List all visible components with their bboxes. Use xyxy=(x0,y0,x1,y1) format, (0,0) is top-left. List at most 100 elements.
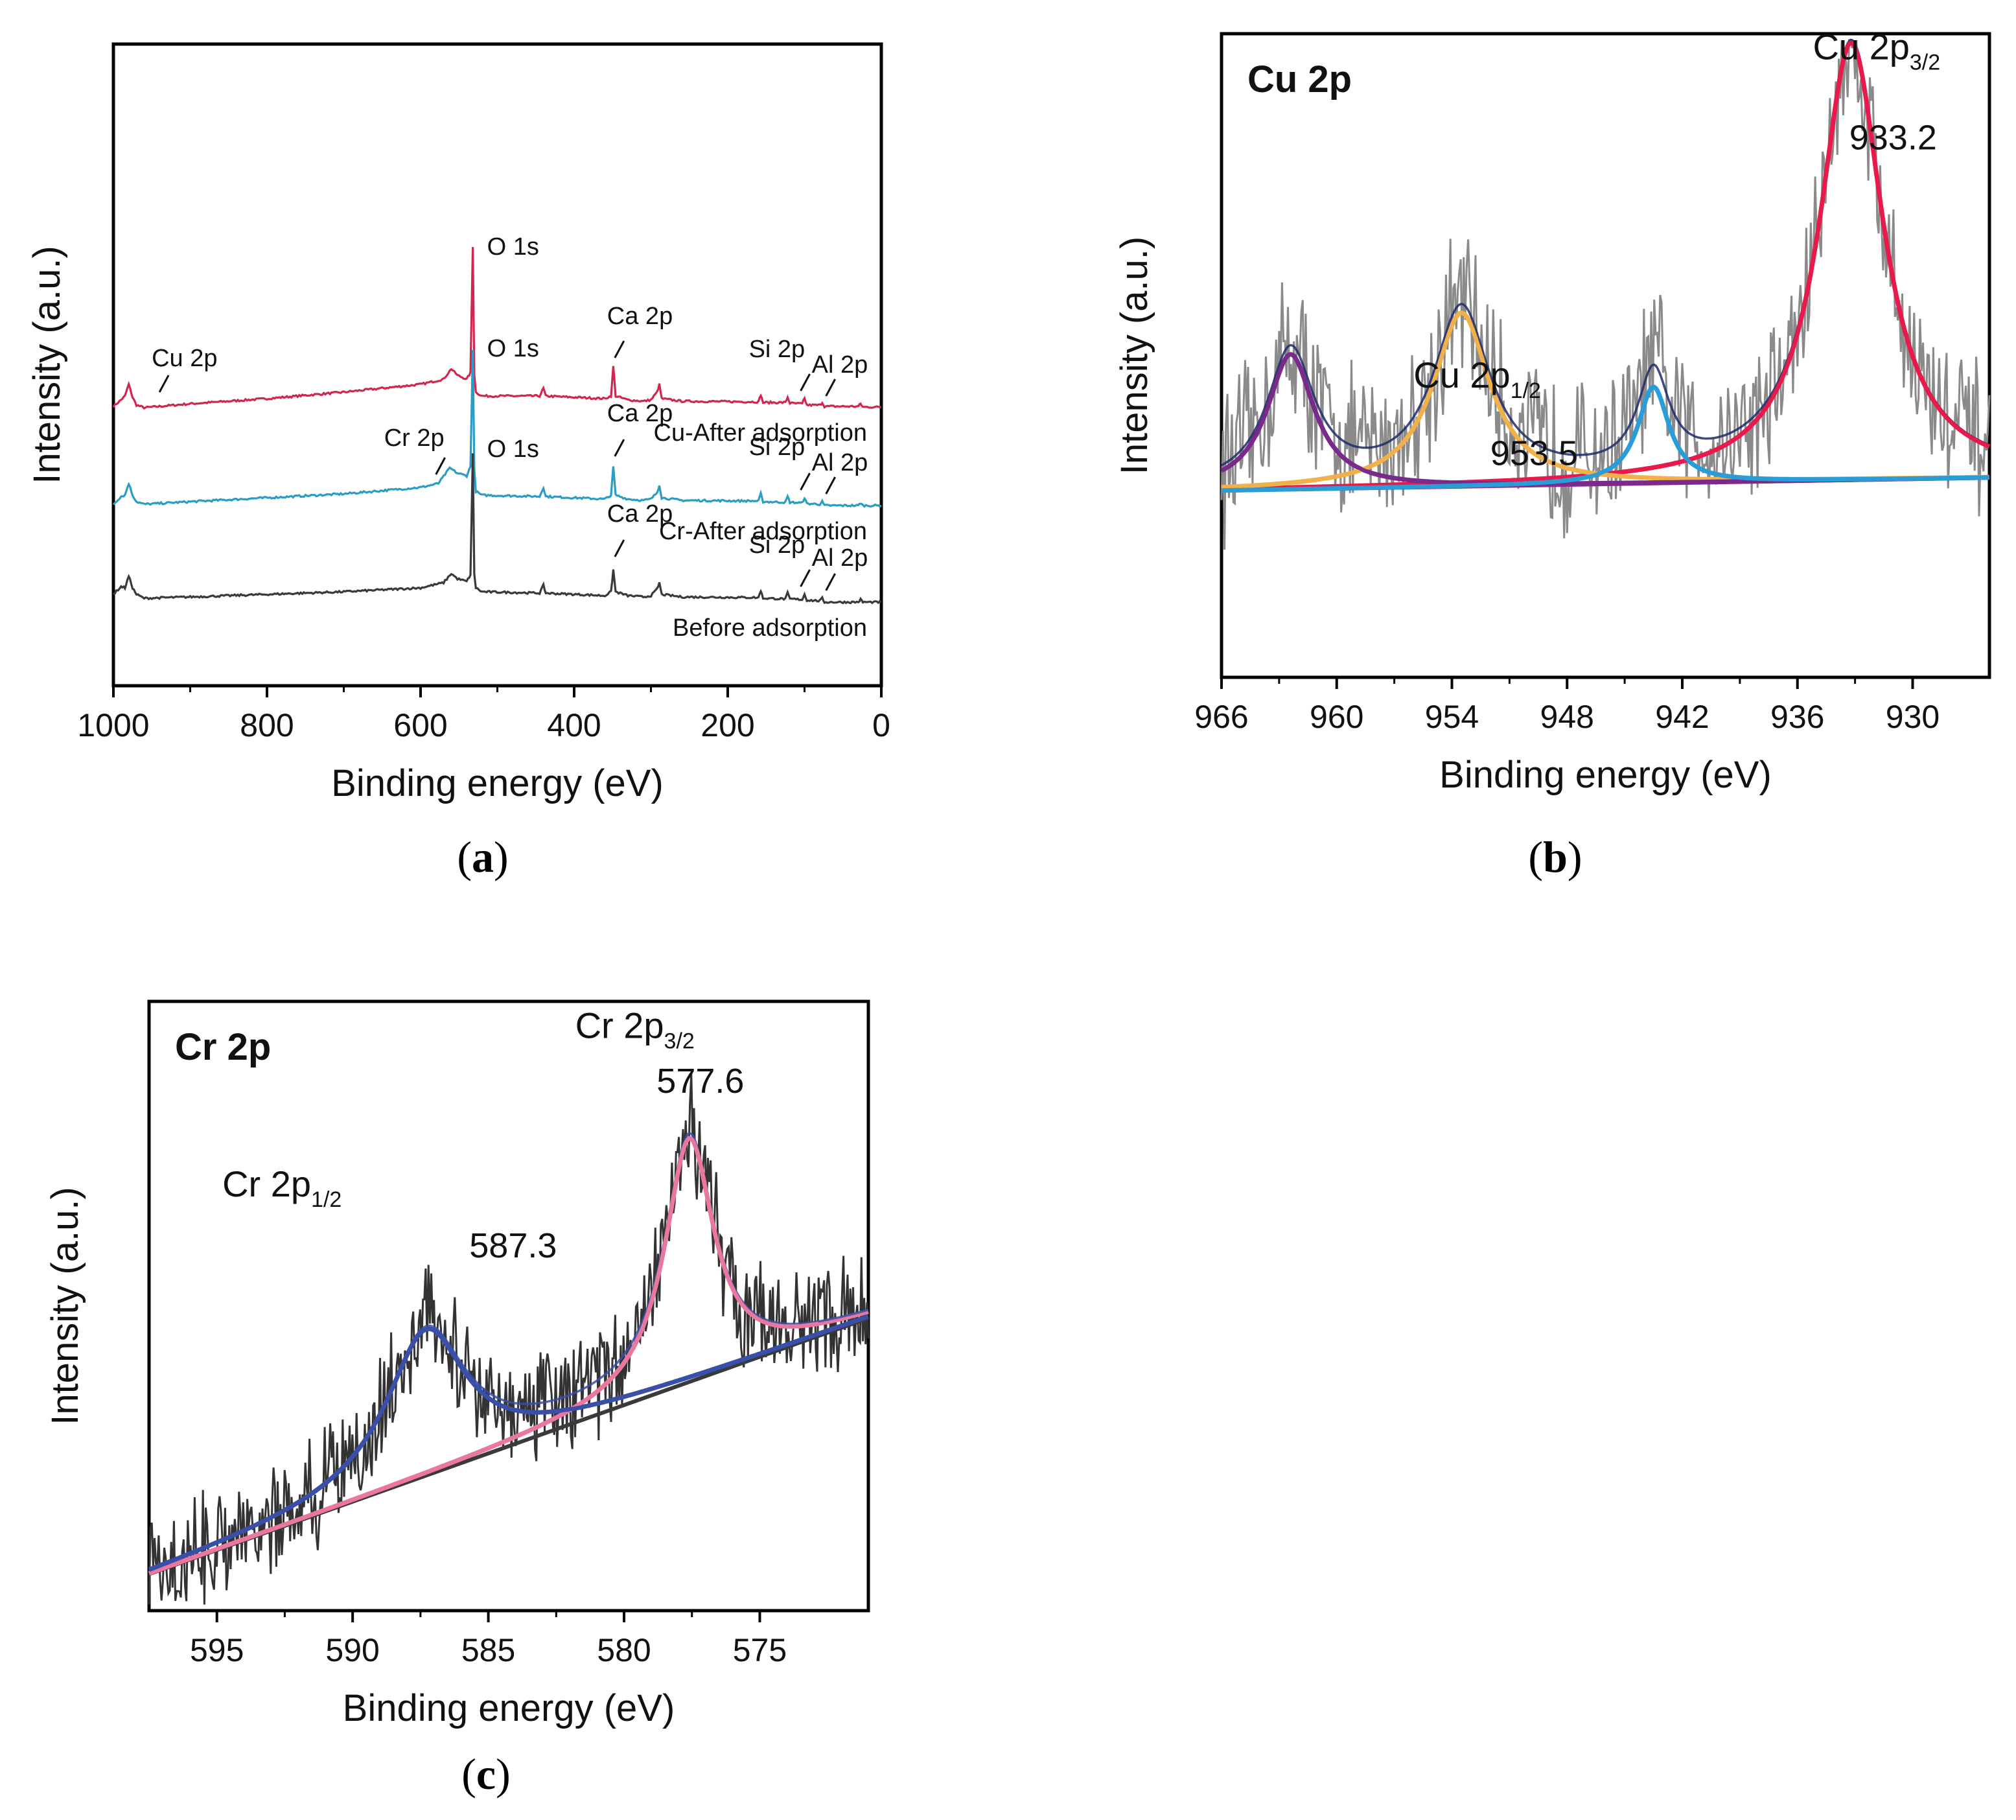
peak-name-label: Cr 2p3/2 xyxy=(575,1005,695,1053)
peak-label: Al 2p xyxy=(812,351,868,379)
x-tick-label: 930 xyxy=(1886,699,1940,735)
peak-subscript: 1/2 xyxy=(1511,379,1541,403)
panel-c-fit: 595 590 585 580 575 Binding energy (eV) Intens… xyxy=(44,999,870,1799)
caption-letter: b xyxy=(1543,832,1568,881)
x-tick-label: 575 xyxy=(733,1632,787,1668)
peak-label: Cu 2p xyxy=(152,345,217,372)
peak-label: Si 2p xyxy=(749,336,805,363)
peak-name: Cu 2p xyxy=(1813,27,1909,67)
x-tick-label: 580 xyxy=(597,1632,651,1668)
raw-spectrum-line xyxy=(148,1073,870,1605)
x-tick-label: 400 xyxy=(547,707,601,743)
fit-envelope-line xyxy=(1221,38,1990,467)
peak-label: O 1s xyxy=(487,436,539,463)
fit-peak-top xyxy=(1684,40,1991,463)
peak-pointer xyxy=(825,476,837,495)
series-line-before-adsorption xyxy=(113,453,882,605)
peak-pointer xyxy=(614,340,625,358)
series-label: Before adsorption xyxy=(673,614,867,642)
peak-pointer xyxy=(800,569,811,587)
caption-paren: ) xyxy=(494,832,509,881)
peak-pointer xyxy=(614,439,625,457)
peak-name-label: Cr 2p1/2 xyxy=(222,1163,342,1212)
plot-frame xyxy=(147,999,870,1613)
x-axis-label: Binding energy (eV) xyxy=(343,1687,675,1729)
x-tick-label: 600 xyxy=(393,707,447,743)
peak-subscript: 3/2 xyxy=(664,1029,695,1053)
peak-label: Al 2p xyxy=(812,544,868,572)
peak-subscript: 1/2 xyxy=(311,1187,342,1212)
y-axis-label: Intensity (a.u.) xyxy=(26,246,68,484)
x-tick-label: 960 xyxy=(1310,699,1363,735)
peak-name-label: Cu 2p3/2 xyxy=(1813,27,1940,75)
peak-value-label: 933.2 xyxy=(1849,119,1937,158)
peak-label: Ca 2p xyxy=(607,500,673,528)
x-tick-label: 585 xyxy=(461,1632,515,1668)
spectrum-title: Cr 2p xyxy=(175,1026,271,1068)
peak-pointer xyxy=(825,379,837,397)
caption-paren: ) xyxy=(1568,832,1582,881)
x-tick-label: 590 xyxy=(325,1632,379,1668)
x-tick-label: 595 xyxy=(190,1632,244,1668)
panel-caption: (c) xyxy=(461,1749,511,1799)
series-line-cr-after-adsorption xyxy=(112,349,882,508)
x-tick-label: 200 xyxy=(701,707,754,743)
peak-label: O 1s xyxy=(487,233,539,261)
peak-subscript: 3/2 xyxy=(1910,51,1940,75)
series-label: Cr-After adsorption xyxy=(659,518,867,545)
peak-name: Cu 2p xyxy=(1413,355,1510,395)
x-tick-label: 948 xyxy=(1540,699,1594,735)
x-tick-label: 936 xyxy=(1770,699,1824,735)
peak-name-label: Cu 2p1/2 xyxy=(1413,355,1541,403)
fit-peak-top xyxy=(1570,385,1737,482)
x-tick-label: 800 xyxy=(240,707,294,743)
peak-pointer xyxy=(800,373,811,391)
plot-frame xyxy=(111,42,883,688)
fit-peak-top xyxy=(1220,352,1415,483)
x-tick-label: 1000 xyxy=(77,707,149,743)
panel-caption: (b) xyxy=(1528,832,1582,881)
x-tick-label: 942 xyxy=(1655,699,1709,735)
peak-label: Al 2p xyxy=(812,449,868,476)
series-line-cu-after-adsorption xyxy=(112,247,882,410)
plot-frame xyxy=(1220,32,1991,679)
fit-peak-top xyxy=(213,1327,640,1546)
x-axis-label: Binding energy (eV) xyxy=(1439,754,1772,796)
peak-label: Cr 2p xyxy=(384,425,445,452)
caption-paren: ( xyxy=(461,1749,476,1799)
caption-letter: c xyxy=(476,1749,496,1799)
caption-paren: ( xyxy=(1528,832,1543,881)
panel-b-fit: 966 960 954 948 942 936 930 Binding energy (eV)… xyxy=(1113,27,1991,881)
panel-caption: (a) xyxy=(457,832,508,881)
peak-pointer xyxy=(158,375,170,393)
peak-value-label: 953.5 xyxy=(1490,434,1578,472)
spectrum-title: Cu 2p xyxy=(1247,58,1352,100)
peak-pointer xyxy=(435,457,446,475)
peak-pointer xyxy=(800,472,811,491)
y-axis-label: Intensity (a.u.) xyxy=(1113,237,1155,474)
panel-a-survey: 1000 800 600 400 200 0 Binding energy (eV) Inte… xyxy=(26,42,890,881)
peak-name: Cr 2p xyxy=(575,1005,664,1045)
x-axis-label: Binding energy (eV) xyxy=(331,762,664,804)
peak-name: Cr 2p xyxy=(222,1163,311,1204)
fit-component-cr-2p1-2 xyxy=(148,1314,870,1572)
x-tick-label: 966 xyxy=(1194,699,1248,735)
peak-label: Si 2p xyxy=(749,531,805,559)
caption-paren: ( xyxy=(457,832,472,881)
peak-pointer xyxy=(825,573,837,591)
x-tick-label: 0 xyxy=(872,707,890,743)
peak-value-label: 587.3 xyxy=(469,1226,557,1265)
caption-letter: a xyxy=(472,832,494,881)
y-axis-label: Intensity (a.u.) xyxy=(44,1187,86,1425)
peak-value-label: 577.6 xyxy=(656,1062,744,1101)
fit-peak-top xyxy=(559,1136,819,1418)
peak-label: Ca 2p xyxy=(607,303,673,330)
peak-label: Ca 2p xyxy=(607,400,673,427)
peak-pointer xyxy=(614,539,625,557)
caption-paren: ) xyxy=(496,1749,511,1799)
series-label: Cu-After adsorption xyxy=(654,419,868,447)
x-tick-label: 954 xyxy=(1425,699,1479,735)
peak-label: O 1s xyxy=(487,335,539,362)
peak-label: Si 2p xyxy=(749,434,805,461)
